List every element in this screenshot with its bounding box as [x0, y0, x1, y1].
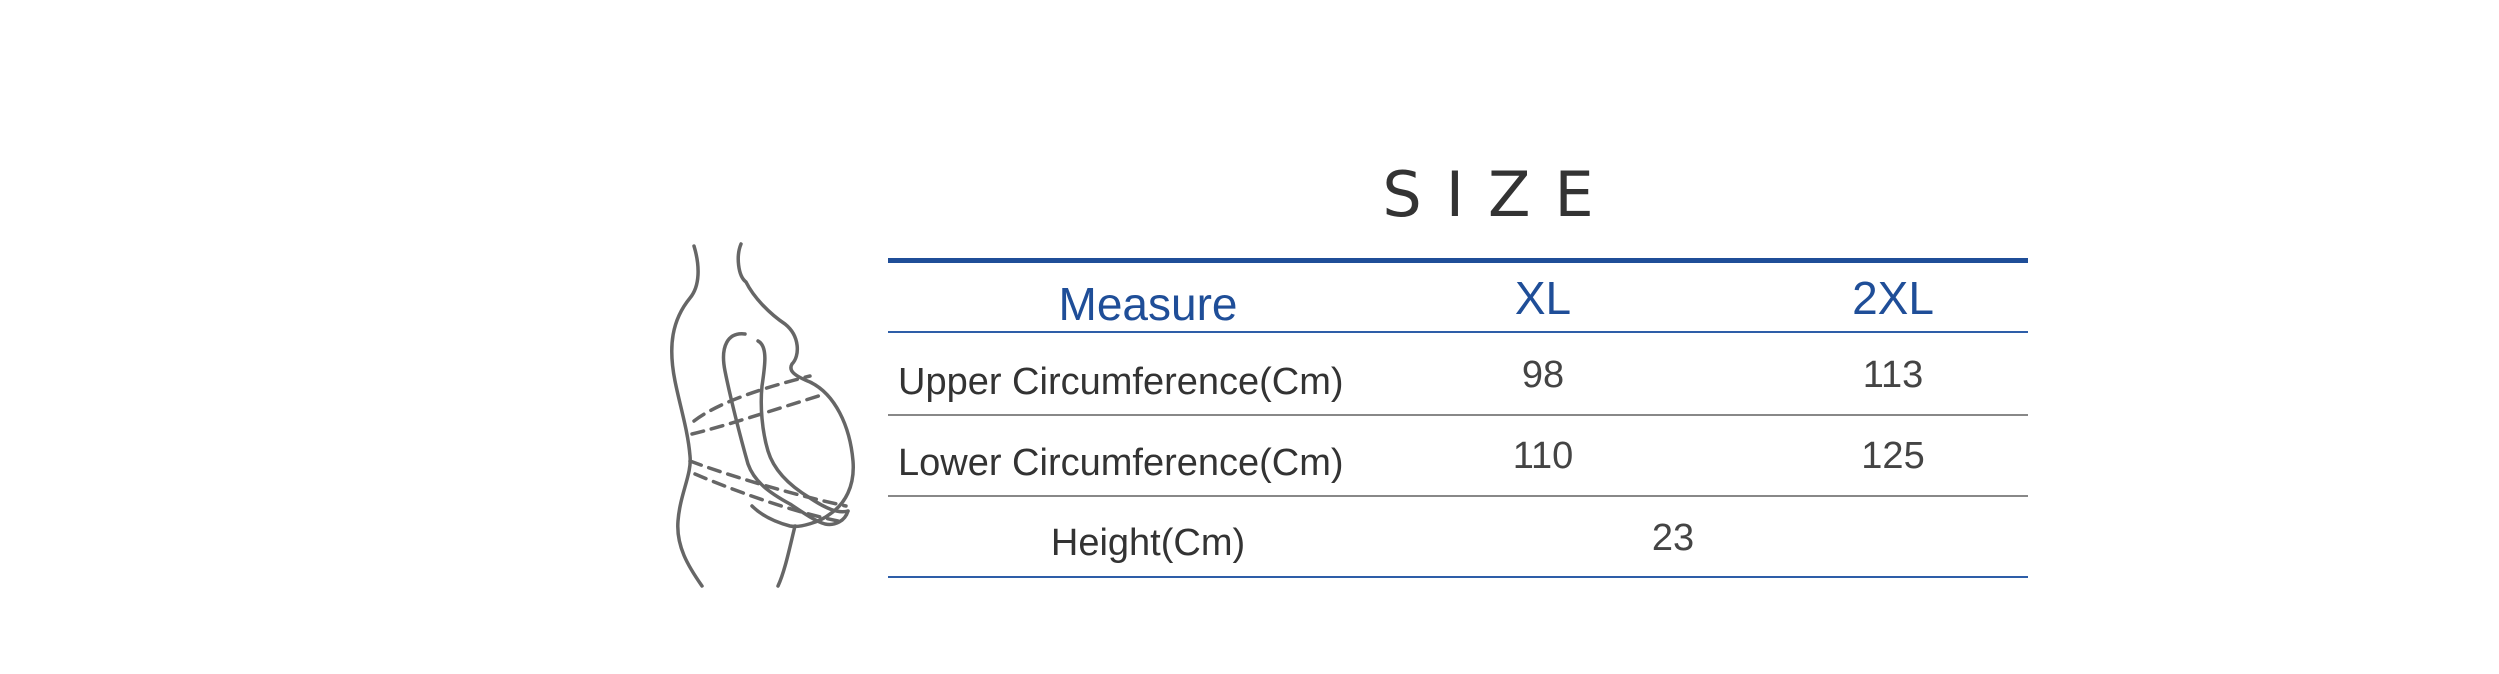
row-upper-xl: 98 [1521, 354, 1565, 396]
table-divider [888, 495, 2028, 497]
page-title: SIZE [1382, 158, 1618, 231]
table-bottom-rule [888, 576, 2028, 578]
table-divider [888, 331, 2028, 333]
row-lower-xl: 110 [1512, 435, 1574, 477]
header-measure: Measure [1058, 278, 1238, 330]
row-lower-2xl: 125 [1861, 435, 1925, 477]
row-label-height: Height(Cm) [1050, 522, 1246, 564]
table-top-rule [888, 258, 2028, 263]
header-xl: XL [1514, 272, 1572, 324]
pregnant-woman-belly-measure-icon [650, 236, 880, 596]
size-table: Measure XL 2XL Upper Circumference(Cm) 9… [888, 258, 2028, 583]
row-upper-2xl: 113 [1862, 354, 1924, 396]
row-label-upper: Upper Circumference(Cm) [898, 361, 1344, 403]
header-2xl: 2XL [1852, 272, 1934, 324]
table-divider [888, 414, 2028, 416]
row-height-value: 23 [1651, 517, 1695, 559]
row-label-lower: Lower Circumference(Cm) [898, 442, 1344, 484]
